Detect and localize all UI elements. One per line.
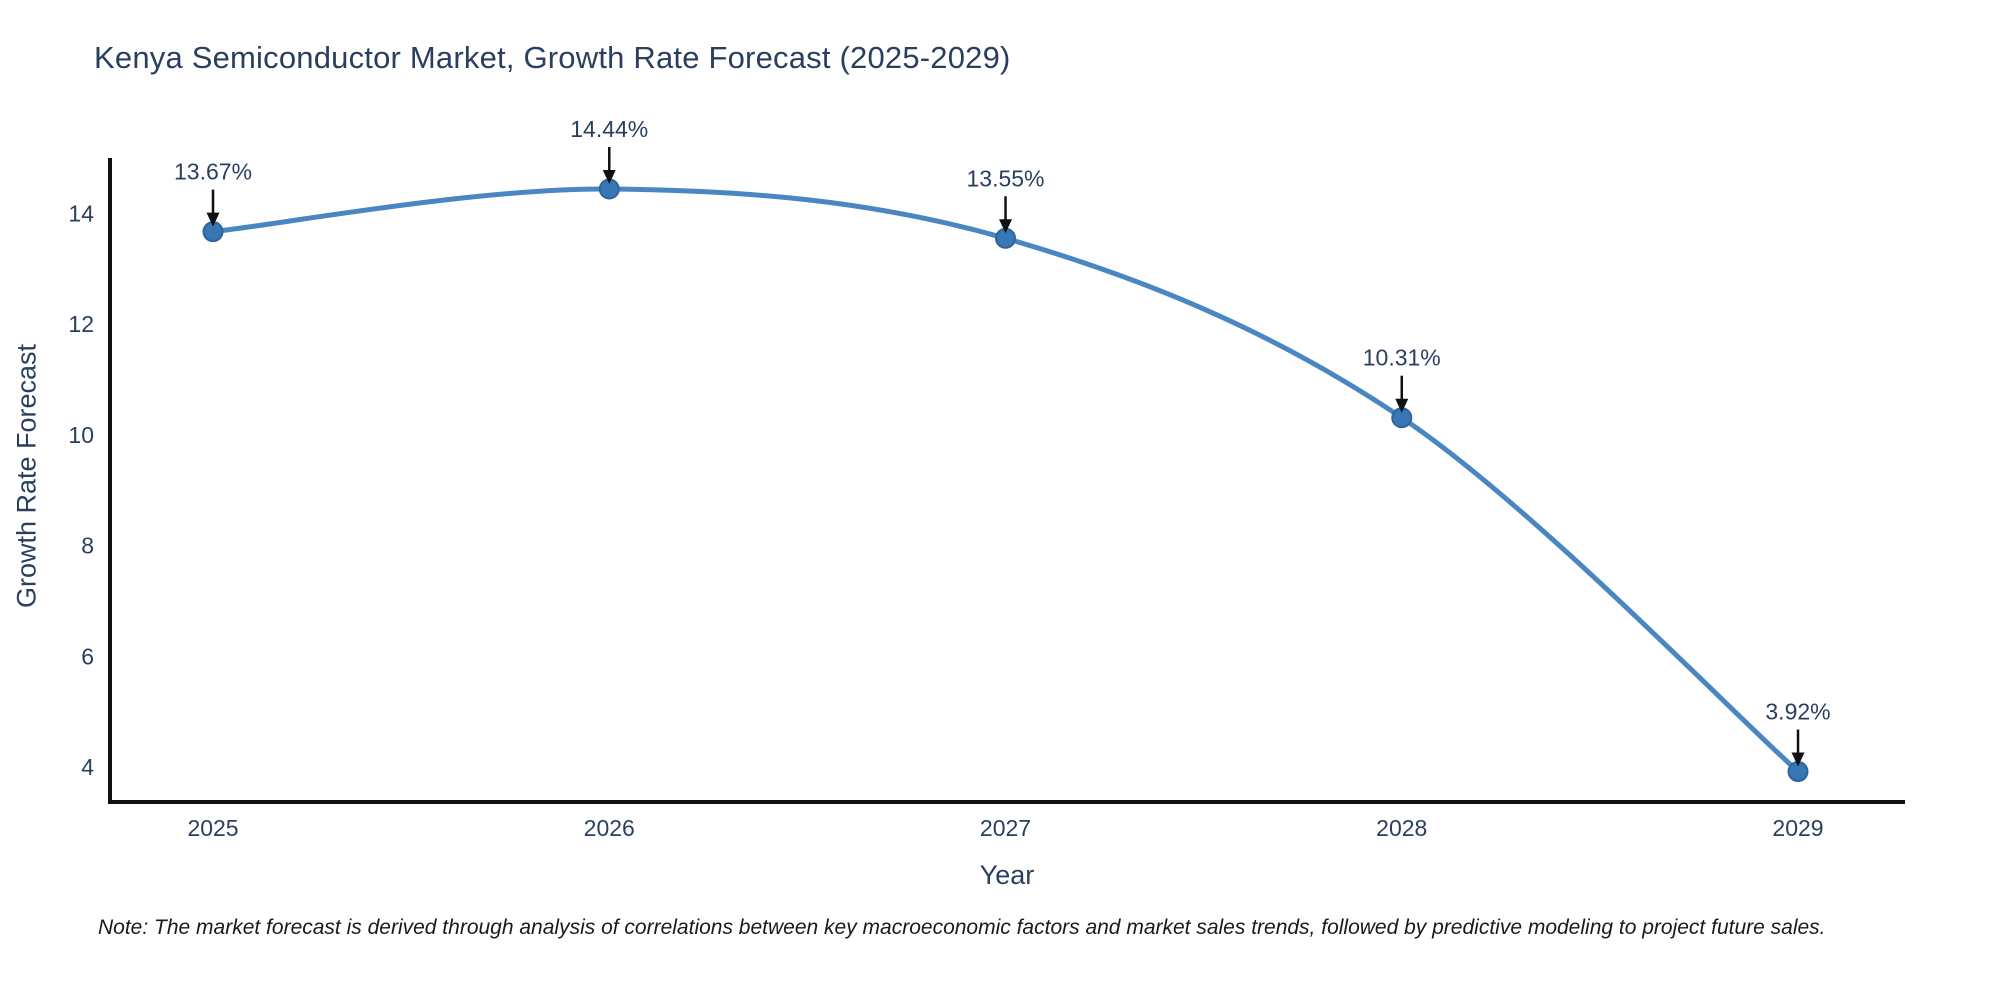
- y-tick-label: 6: [81, 643, 94, 669]
- annotation-label: 14.44%: [570, 116, 648, 142]
- x-axis-title: Year: [979, 860, 1035, 890]
- y-tick-label: 10: [68, 422, 94, 448]
- footnote: Note: The market forecast is derived thr…: [98, 916, 1826, 939]
- y-tick-label: 14: [68, 200, 94, 226]
- annotation-label: 13.67%: [174, 159, 252, 185]
- annotation-label: 3.92%: [1765, 699, 1830, 725]
- annotation-arrowhead-icon: [206, 212, 220, 227]
- annotation-label: 10.31%: [1363, 345, 1441, 371]
- chart-title: Kenya Semiconductor Market, Growth Rate …: [94, 40, 1011, 75]
- annotation-arrowhead-icon: [1791, 752, 1805, 767]
- annotation-label: 13.55%: [967, 165, 1045, 191]
- trend-line: [210, 186, 1801, 775]
- annotation-arrowhead-icon: [602, 170, 616, 185]
- x-tick-label: 2027: [980, 815, 1031, 841]
- y-tick-label: 8: [81, 533, 94, 559]
- x-tick-label: 2025: [187, 815, 238, 841]
- annotation-arrowhead-icon: [999, 219, 1013, 234]
- x-tick-label: 2029: [1772, 815, 1823, 841]
- y-tick-label: 12: [68, 311, 94, 337]
- axis-lines: [108, 158, 1905, 804]
- annotation-arrowhead-icon: [1395, 398, 1409, 413]
- x-tick-label: 2028: [1376, 815, 1427, 841]
- y-tick-label: 4: [81, 754, 94, 780]
- x-tick-label: 2026: [584, 815, 635, 841]
